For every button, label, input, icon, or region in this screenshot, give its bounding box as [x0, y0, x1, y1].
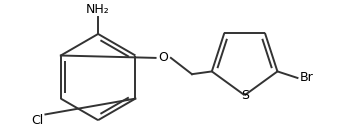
Text: S: S [241, 89, 249, 102]
Text: NH₂: NH₂ [86, 3, 110, 16]
Text: Cl: Cl [32, 114, 44, 127]
Text: O: O [158, 51, 168, 64]
Text: Br: Br [299, 71, 313, 84]
